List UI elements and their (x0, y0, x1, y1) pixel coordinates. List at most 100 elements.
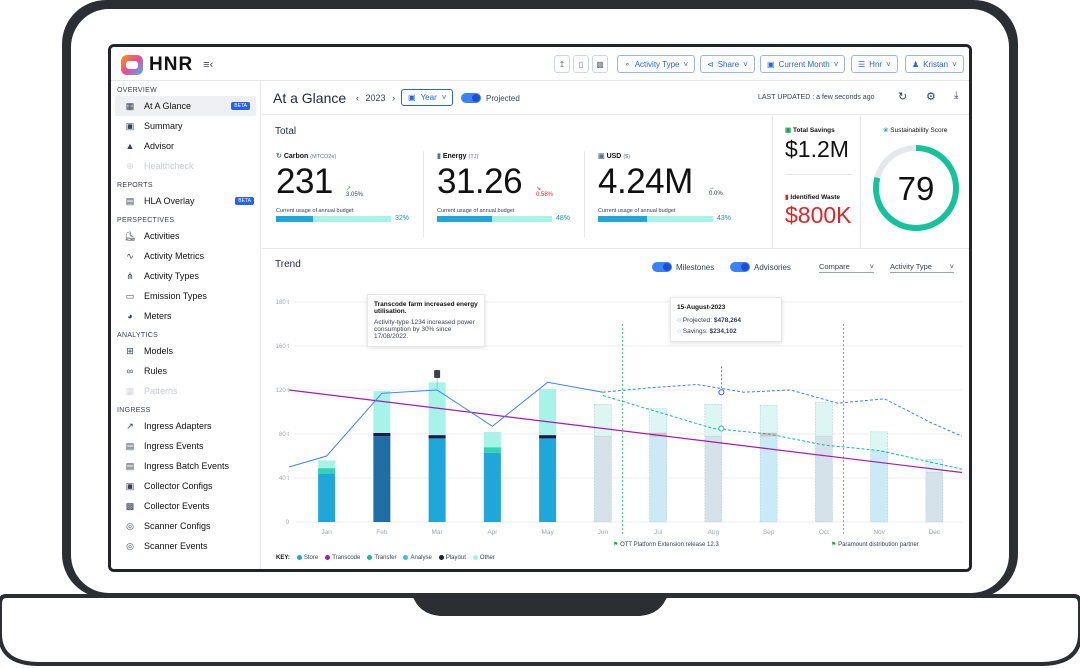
chevron-down-icon: ˅ (683, 59, 689, 69)
sidebar-item-label: Activities (144, 231, 180, 241)
key-text: Store (303, 555, 319, 562)
bar-other-jul (649, 408, 667, 434)
x-tick-label: Jun (598, 529, 609, 536)
carbon-kpi[interactable]: ↻ Carbon (MTCO2e) 231 ↗ 3.05% Current usa… (276, 152, 416, 247)
bar-transfer-apr (483, 447, 501, 453)
sidebar-item-hla-overlay[interactable]: ▤ HLA Overlay BETA (111, 191, 260, 211)
compare-dropdown[interactable]: Compare ˅ (819, 262, 874, 273)
energy-kpi[interactable]: ▮ Energy (TJ) 31.26 ↘ 0.58% Current usage… (437, 152, 577, 247)
energy-value: 31.26 (437, 162, 523, 201)
sidebar-item-ingress-batch-events[interactable]: ▤ Ingress Batch Events (111, 456, 260, 476)
sidebar-item-rules[interactable]: ∞ Rules (111, 361, 260, 381)
carbon-sub: Current usage of annual budget (276, 208, 354, 214)
key-label: KEY: (276, 555, 290, 562)
next-year-icon[interactable]: › (392, 93, 396, 103)
sidebar-item-summary[interactable]: ▣ Summary (111, 116, 260, 136)
activity-type-dropdown[interactable]: ⚬ Activity Type ˅ (617, 55, 696, 73)
toggle-switch[interactable] (652, 262, 672, 272)
settings-icon[interactable]: ⚙ (926, 91, 936, 103)
fork-icon: ⋔ (126, 270, 134, 281)
desktop-view-icon[interactable]: ▩ (592, 55, 608, 73)
sidebar-item-label: Summary (144, 121, 183, 131)
bar-store-jul (649, 435, 667, 523)
sidebar-item-at-a-glance[interactable]: ▦ At A Glance BETA (115, 96, 256, 116)
sidebar-item-emission-types[interactable]: ▭ Emission Types (111, 286, 260, 306)
sidebar-item-advisor[interactable]: ▲ Advisor (111, 136, 260, 156)
section-overview: OVERVIEW (117, 87, 158, 94)
chart-view-icon[interactable]: ↥ (554, 55, 570, 73)
share-dropdown[interactable]: ⊲ Share ˅ (700, 55, 755, 73)
user-label: Kristan (923, 59, 949, 69)
user-dropdown[interactable]: ♟ Kristan ˅ (905, 55, 964, 73)
trend-activity-type-dropdown[interactable]: Activity Type ˅ (890, 262, 954, 273)
collapse-menu-icon[interactable]: ≡‹ (203, 59, 214, 71)
key-dot (472, 555, 478, 560)
user-icon: ♟ (912, 59, 920, 69)
sidebar-item-meters[interactable]: ◕ Meters (111, 306, 260, 326)
milestone-2-text: Paramount distribution partner (838, 542, 919, 548)
sidebar-item-activities[interactable]: ⛸ Activities (111, 226, 260, 246)
prev-year-icon[interactable]: ‹ (356, 93, 359, 103)
milestone-1-label[interactable]: ⚑ OTT Platform Extension release 12.3 (613, 541, 719, 548)
sidebar-item-label: Meters (144, 311, 172, 321)
advisories-toggle[interactable]: Advisories (730, 262, 791, 272)
sidebar-item-label: Ingress Events (144, 441, 204, 451)
milestone-2-label[interactable]: ⚑ Paramount distribution partner (831, 541, 919, 548)
sidebar-item-collector-events[interactable]: ▩ Collector Events (111, 496, 260, 516)
savings-point (718, 425, 725, 432)
advisory-marker-icon (434, 370, 441, 378)
x-tick-label: Sep (763, 529, 775, 536)
current-month-dropdown[interactable]: ▣ Current Month ˅ (760, 55, 846, 73)
sidebar-item-ingress-adapters[interactable]: ↗ Ingress Adapters (111, 416, 260, 436)
hnr-dropdown[interactable]: ☰ Hnr ˅ (851, 55, 898, 73)
x-tick-label: Dec (929, 529, 941, 536)
download-icon[interactable]: ⤓ (954, 90, 959, 101)
y-tick-label: 80 t (279, 432, 289, 438)
sidebar-item-label: Scanner Events (144, 541, 208, 551)
sidebar-item-label: Activity Types (144, 271, 199, 281)
sidebar-item-collector-configs[interactable]: ▣ Collector Configs (111, 476, 260, 496)
bar-playout-mar (428, 435, 446, 439)
sidebar-item-scanner-events[interactable]: ◎ Scanner Events (111, 536, 260, 556)
carbon-delta: ↗ 3.05% (346, 185, 363, 198)
sidebar-item-ingress-events[interactable]: ▤ Ingress Events (111, 436, 260, 456)
usd-kpi[interactable]: ▣ USD ($) 4.24M → 0.0% Current usage of a… (598, 152, 738, 247)
energy-delta-value: 0.58% (536, 192, 554, 198)
trend-up-icon: ↗ (346, 186, 352, 192)
chevron-down-icon: ˅ (949, 262, 954, 271)
last-updated: LAST UPDATED : a few seconds ago (758, 94, 874, 101)
milestones-toggle[interactable]: Milestones (652, 262, 714, 272)
bar-store-nov (870, 451, 888, 523)
toggle-switch[interactable] (730, 262, 750, 272)
bar-other-may (539, 388, 557, 436)
rules-icon: ∞ (126, 366, 134, 376)
refresh-icon[interactable]: ↻ (898, 91, 908, 103)
trend-flat-icon: → (709, 185, 715, 191)
logo[interactable]: HNR ≡‹ (121, 54, 213, 76)
y-tick-label: 0 (286, 520, 290, 526)
mobile-view-icon[interactable]: ▯ (573, 55, 589, 73)
sidebar-item-activity-types[interactable]: ⋔ Activity Types (111, 266, 260, 286)
sidebar-item-activity-metrics[interactable]: ∿ Activity Metrics (111, 246, 260, 266)
savings-value: $234,102 (709, 328, 737, 335)
y-tick-label: 180 t (276, 300, 290, 306)
patterns-icon: ▦ (125, 385, 135, 396)
section-perspectives: PERSPECTIVES (117, 217, 175, 224)
sidebar-item-label: Ingress Batch Events (144, 461, 230, 471)
period-dropdown[interactable]: ▣ Year ˅ (401, 89, 454, 106)
energy-icon: ▮ (437, 153, 441, 160)
trend-chart[interactable]: 0 40 t 80 t 120 t 160 t 180 t Jan Feb Mar Apr May J… (262, 286, 969, 569)
key-dot (438, 555, 444, 560)
projected-line (602, 383, 963, 437)
projected-toggle[interactable]: Projected (461, 93, 520, 103)
bar-store-jun (594, 435, 612, 523)
chevron-down-icon: ˅ (743, 59, 748, 69)
trend-icon: ∿ (126, 250, 134, 261)
carbon-value: 231 (276, 162, 333, 201)
tooltip-projected: ○ Projected: $478,264 (677, 317, 775, 324)
sidebar-item-models[interactable]: ⊞ Models (111, 341, 260, 361)
usd-unit: ($) (623, 154, 631, 160)
toggle-switch[interactable] (461, 93, 481, 103)
sidebar-item-scanner-configs[interactable]: ◎ Scanner Configs (111, 516, 260, 536)
calendar-icon: ▣ (767, 59, 775, 69)
